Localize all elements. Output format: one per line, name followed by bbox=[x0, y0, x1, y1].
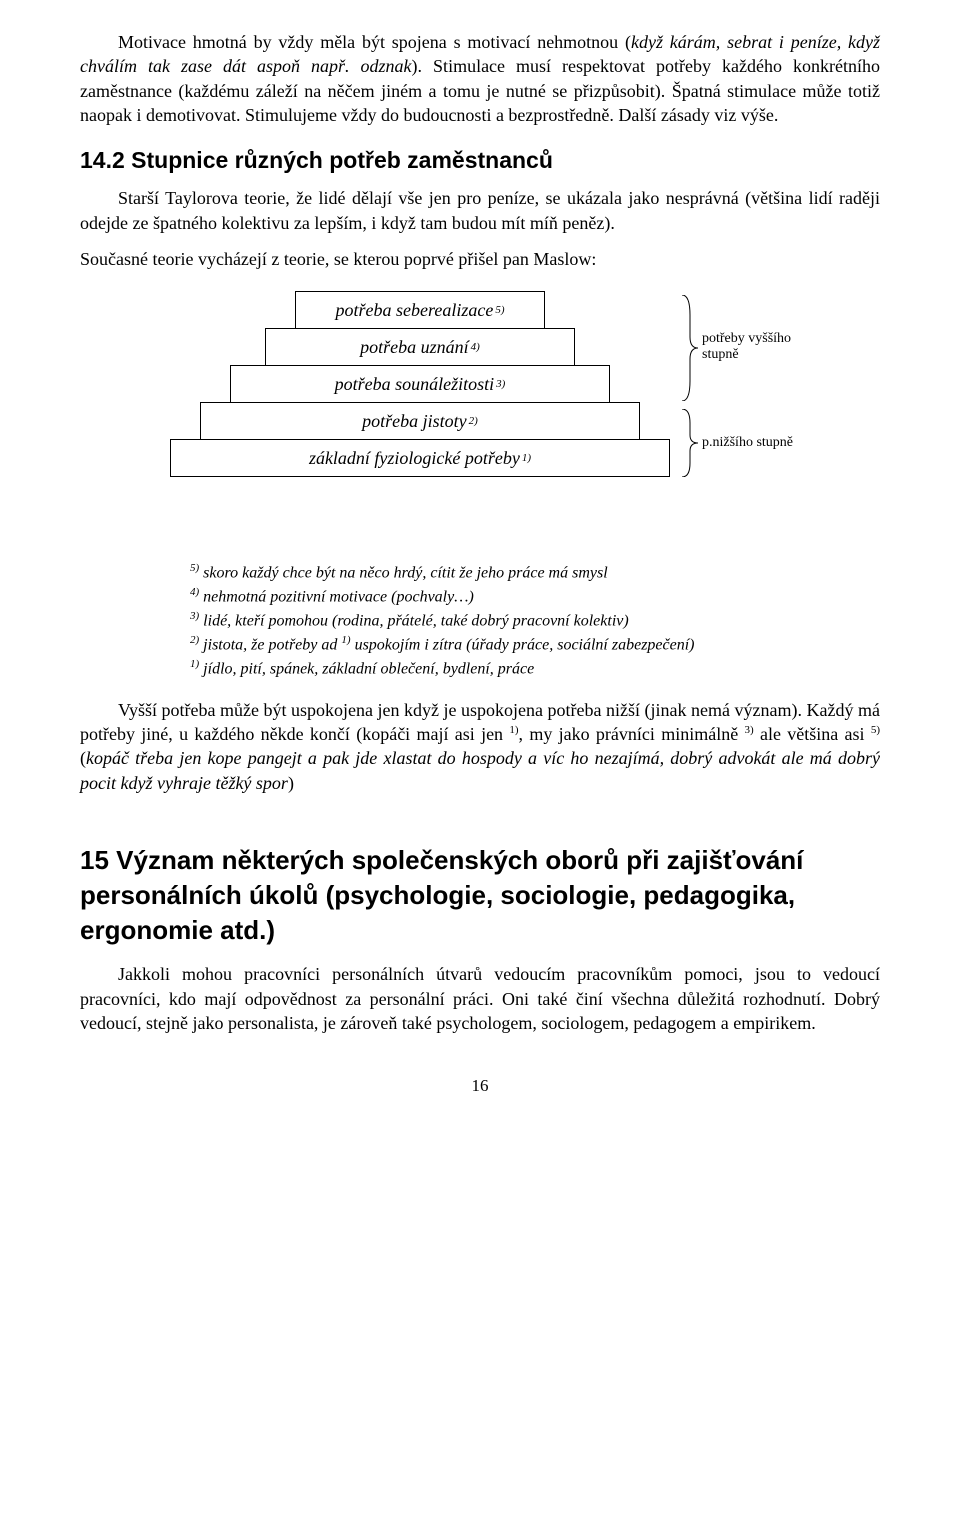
maslow-pyramid: potřeba seberealizace5) potřeba uznání4)… bbox=[80, 291, 880, 531]
paragraph-maslow-intro: Současné teorie vycházejí z teorie, se k… bbox=[80, 247, 880, 271]
paragraph-motivace: Motivace hmotná by vždy měla být spojena… bbox=[80, 30, 880, 127]
fn-num: 3) bbox=[190, 610, 199, 622]
text: ) bbox=[288, 773, 294, 793]
footnote-3: 3) lidé, kteří pomohou (rodina, přátelé,… bbox=[190, 609, 880, 632]
footnote-2: 2) jistota, že potřeby ad 1) uspokojím i… bbox=[190, 633, 880, 656]
fn-num-inner: 1) bbox=[341, 634, 350, 646]
fn-num: 5) bbox=[190, 562, 199, 574]
paragraph-vyssi-potreba: Vyšší potřeba může být uspokojena jen kd… bbox=[80, 698, 880, 795]
fn-text: nehmotná pozitivní motivace (pochvaly…) bbox=[199, 588, 474, 605]
level-fn: 2) bbox=[469, 414, 478, 429]
fn-text: skoro každý chce být na něco hrdý, cítit… bbox=[199, 564, 607, 581]
pyramid-level-2: potřeba jistoty2) bbox=[200, 402, 640, 440]
footnote-5: 5) skoro každý chce být na něco hrdý, cí… bbox=[190, 561, 880, 584]
fn-text: lidé, kteří pomohou (rodina, přátelé, ta… bbox=[199, 612, 629, 629]
fn-num: 1) bbox=[190, 658, 199, 670]
pyramid-footnotes: 5) skoro každý chce být na něco hrdý, cí… bbox=[190, 561, 880, 680]
text: , my jako právníci minimálně bbox=[519, 724, 745, 744]
footnote-4: 4) nehmotná pozitivní motivace (pochvaly… bbox=[190, 585, 880, 608]
pyramid-level-1: základní fyziologické potřeby1) bbox=[170, 439, 670, 477]
sup-3: 3) bbox=[744, 724, 753, 736]
paragraph-jakkoliv: Jakkoli mohou pracovníci personálních út… bbox=[80, 962, 880, 1035]
pyramid-levels: potřeba seberealizace5) potřeba uznání4)… bbox=[170, 291, 670, 477]
heading-14-2: 14.2 Stupnice různých potřeb zaměstnanců bbox=[80, 145, 880, 176]
fn-text: jídlo, pití, spánek, základní oblečení, … bbox=[199, 660, 534, 677]
fn-num: 2) bbox=[190, 634, 199, 646]
level-fn: 1) bbox=[522, 451, 531, 466]
pyramid-level-4: potřeba uznání4) bbox=[265, 328, 575, 366]
level-label: potřeba uznání bbox=[360, 335, 469, 359]
level-label: potřeba jistoty bbox=[362, 409, 467, 433]
paragraph-taylor: Starší Taylorova teorie, že lidé dělají … bbox=[80, 186, 880, 235]
pyramid-level-5: potřeba seberealizace5) bbox=[295, 291, 545, 329]
text: Motivace hmotná by vždy měla být spojena… bbox=[118, 32, 631, 52]
level-fn: 3) bbox=[496, 377, 505, 392]
pyramid-level-3: potřeba sounáležitosti3) bbox=[230, 365, 610, 403]
level-label: potřeba sounáležitosti bbox=[335, 372, 495, 396]
brace-bottom-icon bbox=[680, 409, 698, 477]
level-fn: 5) bbox=[495, 303, 504, 318]
level-label: potřeba seberealizace bbox=[336, 298, 494, 322]
fn-text: uspokojím i zítra (úřady práce, sociální… bbox=[351, 636, 695, 653]
brace-top-label: potřeby vyššíhostupně bbox=[702, 331, 812, 362]
text-italic: kopáč třeba jen kope pangejt a pak jde x… bbox=[80, 748, 880, 792]
page-number: 16 bbox=[80, 1075, 880, 1098]
footnote-1: 1) jídlo, pití, spánek, základní oblečen… bbox=[190, 657, 880, 680]
sup-1: 1) bbox=[509, 724, 518, 736]
heading-text: Význam některých společenských oborů při… bbox=[80, 845, 803, 945]
fn-num: 4) bbox=[190, 586, 199, 598]
text: ale většina asi bbox=[754, 724, 871, 744]
brace-top-icon bbox=[680, 295, 698, 401]
sup-5: 5) bbox=[871, 724, 880, 736]
heading-num: 15 bbox=[80, 843, 109, 878]
brace-bottom-label: p.nižšího stupně bbox=[702, 435, 822, 450]
fn-text: jistota, že potřeby ad bbox=[199, 636, 341, 653]
level-fn: 4) bbox=[471, 340, 480, 355]
level-label: základní fyziologické potřeby bbox=[309, 446, 520, 470]
heading-15: 15 Význam některých společenských oborů … bbox=[80, 843, 880, 948]
